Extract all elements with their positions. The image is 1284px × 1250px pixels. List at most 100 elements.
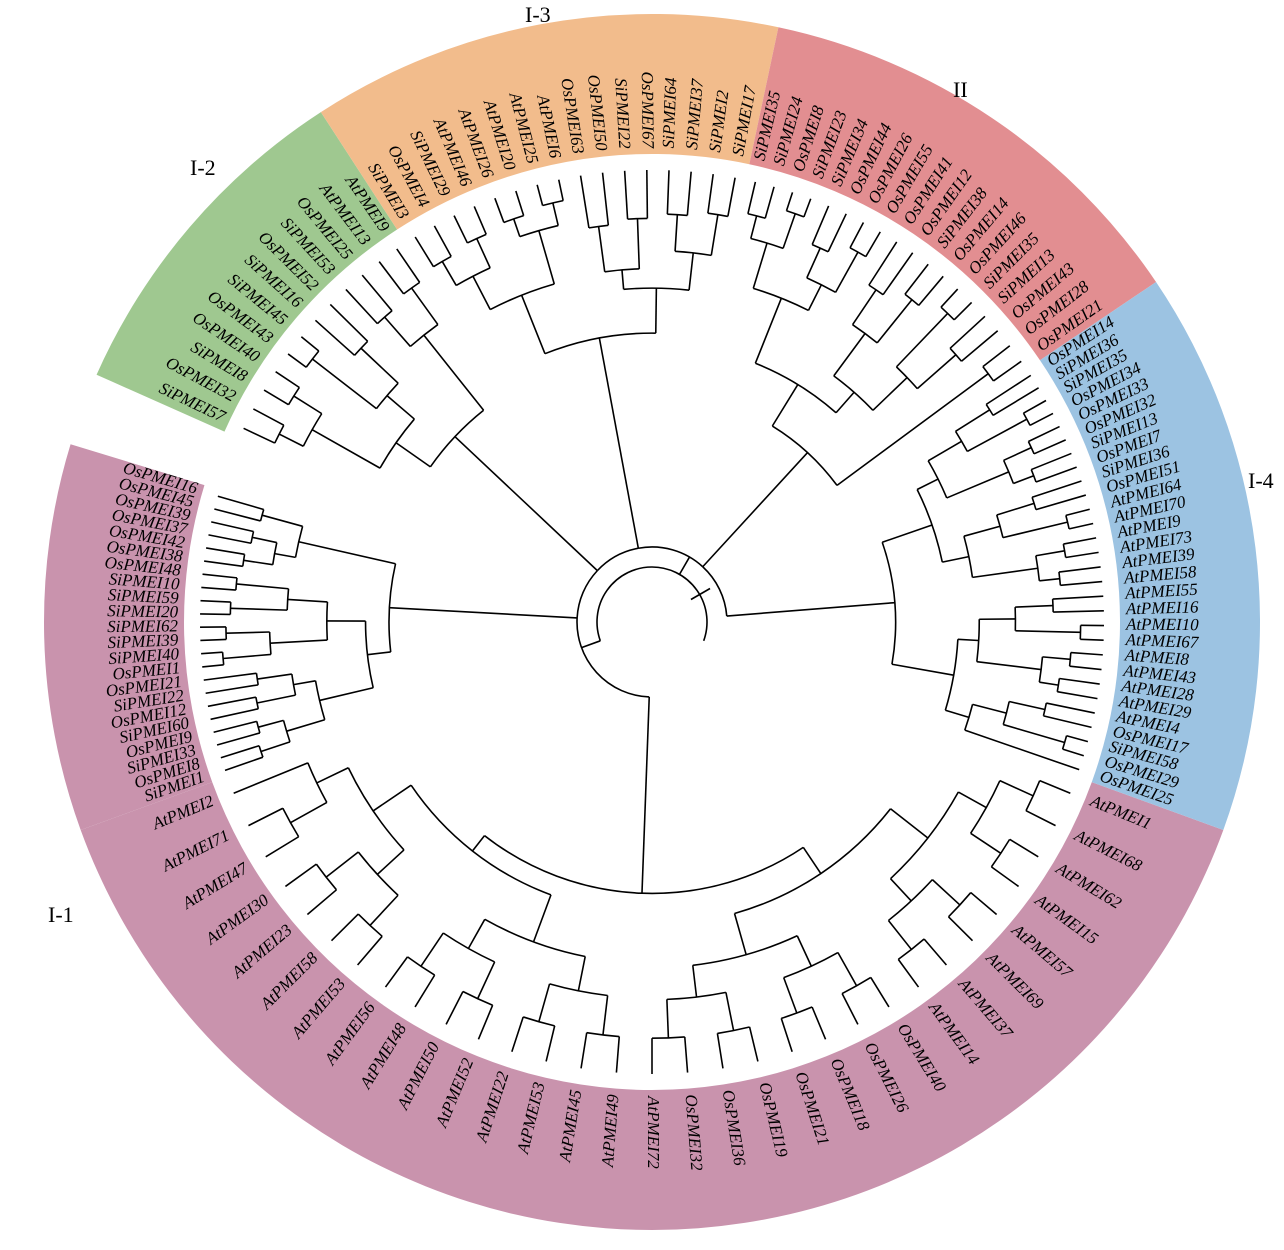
branch bbox=[200, 599, 231, 603]
branch bbox=[557, 179, 564, 201]
branch bbox=[641, 696, 651, 894]
branch bbox=[389, 606, 578, 619]
branch bbox=[472, 275, 491, 310]
branch bbox=[1065, 508, 1090, 517]
branch bbox=[727, 177, 736, 217]
branch bbox=[287, 353, 307, 368]
branch bbox=[1028, 425, 1060, 443]
branch bbox=[1035, 466, 1077, 483]
branch bbox=[1002, 521, 1068, 539]
branch bbox=[666, 999, 670, 1038]
branch bbox=[360, 347, 399, 384]
branch bbox=[889, 878, 912, 902]
branch bbox=[579, 175, 590, 229]
branch bbox=[882, 252, 914, 296]
branch bbox=[623, 170, 629, 220]
branch bbox=[1058, 566, 1101, 573]
branch bbox=[1030, 452, 1072, 471]
branch bbox=[1042, 702, 1048, 717]
branch bbox=[586, 1031, 620, 1038]
branch bbox=[542, 199, 564, 207]
branch bbox=[1070, 651, 1103, 656]
branch bbox=[1033, 439, 1067, 455]
leaf-label: SiPMEI22 bbox=[611, 77, 634, 149]
clade-label-I-2: I-2 bbox=[190, 155, 216, 180]
clade-band-I-4 bbox=[1039, 282, 1260, 830]
branch bbox=[1029, 412, 1054, 427]
branch bbox=[286, 719, 325, 732]
branch bbox=[692, 935, 798, 967]
leaf-label: AtPMEI8 bbox=[1123, 645, 1190, 669]
branch bbox=[1009, 838, 1039, 858]
branch bbox=[748, 1026, 759, 1062]
branch bbox=[252, 536, 277, 544]
branch bbox=[852, 323, 878, 344]
branch bbox=[771, 384, 799, 427]
branch bbox=[702, 566, 728, 617]
leaf-label: SiPMEI39 bbox=[107, 630, 179, 652]
branch bbox=[369, 894, 399, 926]
branch bbox=[1063, 537, 1097, 545]
branch bbox=[960, 330, 999, 362]
branch bbox=[876, 299, 913, 344]
branch bbox=[376, 310, 393, 325]
branch bbox=[265, 836, 300, 858]
branch bbox=[887, 919, 913, 950]
branch bbox=[407, 956, 436, 976]
branch bbox=[972, 703, 1007, 714]
branch bbox=[615, 1036, 621, 1073]
branch bbox=[916, 354, 957, 390]
branch bbox=[409, 323, 439, 348]
branch bbox=[982, 345, 1011, 368]
branch bbox=[985, 403, 994, 416]
branch bbox=[750, 215, 758, 239]
branch bbox=[946, 471, 1010, 499]
branch bbox=[471, 835, 486, 852]
branch bbox=[314, 319, 356, 356]
branch bbox=[868, 241, 898, 286]
branch bbox=[414, 236, 435, 268]
branch bbox=[752, 242, 768, 289]
branch bbox=[274, 424, 285, 444]
branch bbox=[255, 673, 259, 685]
branch bbox=[274, 552, 296, 559]
branch bbox=[942, 555, 970, 563]
branch bbox=[638, 546, 704, 568]
branch bbox=[870, 977, 890, 1008]
branch bbox=[236, 583, 289, 590]
branch bbox=[803, 198, 812, 218]
branch bbox=[753, 287, 809, 312]
branch bbox=[970, 832, 1002, 854]
branch bbox=[576, 570, 598, 618]
branch bbox=[221, 652, 225, 665]
branch bbox=[258, 745, 264, 758]
branch bbox=[257, 673, 292, 680]
branch bbox=[1039, 577, 1060, 582]
branch bbox=[1023, 399, 1047, 414]
branch bbox=[1009, 700, 1046, 711]
branch bbox=[841, 993, 859, 1025]
leaf-label: AtPMEI55 bbox=[1124, 580, 1199, 603]
branch bbox=[311, 429, 381, 469]
branch bbox=[904, 293, 920, 306]
branch bbox=[223, 653, 271, 660]
branch bbox=[213, 720, 257, 733]
branch bbox=[384, 956, 409, 988]
branch bbox=[433, 225, 452, 257]
branch bbox=[1015, 604, 1054, 608]
branch bbox=[423, 334, 485, 411]
branch bbox=[666, 991, 727, 1001]
branch bbox=[455, 267, 491, 287]
clade-band-I-1 bbox=[43, 444, 213, 830]
branch bbox=[467, 918, 486, 949]
clade-label-II: II bbox=[953, 77, 968, 102]
branch bbox=[835, 391, 855, 414]
branch bbox=[927, 440, 962, 462]
branch bbox=[203, 672, 257, 681]
branch bbox=[329, 303, 369, 342]
branch bbox=[410, 287, 439, 326]
branch bbox=[201, 651, 223, 655]
branch bbox=[602, 995, 609, 1035]
branch bbox=[311, 358, 377, 410]
